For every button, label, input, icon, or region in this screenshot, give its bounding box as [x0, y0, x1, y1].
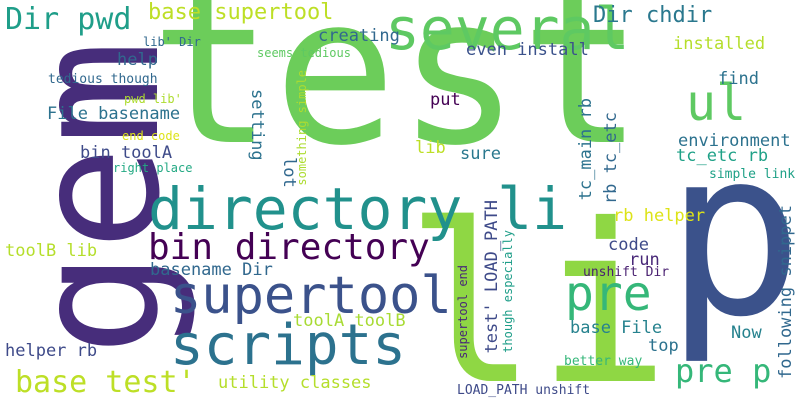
word-find: find: [718, 69, 759, 89]
word-scripts: scripts: [170, 313, 407, 378]
word-tedious-though: tedious though: [48, 72, 158, 87]
word-base-file: base File: [570, 318, 663, 338]
word-helper-rb: helper rb: [5, 341, 98, 361]
word-tc-etc-rb: tc_etc rb: [676, 146, 769, 166]
word-top: top: [648, 336, 679, 356]
word-better-way: better way: [564, 354, 643, 369]
word-though-especially: though especially: [501, 230, 515, 353]
word-li: li: [405, 177, 670, 400]
word-setting: setting: [247, 89, 267, 161]
word-rb-helper: rb helper: [613, 206, 706, 226]
word-right-place: right place: [113, 161, 193, 175]
word-base-supertool: base supertool: [148, 0, 334, 25]
word-following-snippet: following snippet: [776, 205, 796, 379]
word-bin-directory: bin directory: [148, 227, 430, 268]
word-bin-toola: bin toolA: [80, 143, 173, 163]
word-even-install: even install: [466, 40, 589, 60]
word-lot: lot: [279, 157, 299, 188]
word-file-basename: File basename: [47, 104, 181, 124]
word-p: p: [665, 101, 800, 368]
word-dir-chdir: Dir chdir: [593, 3, 713, 28]
word-pre-p: pre p: [675, 352, 772, 390]
word-base-test: base test': [15, 365, 196, 400]
word-code: code: [608, 235, 649, 255]
word-toolb-lib: toolB lib: [5, 241, 98, 261]
word-load-path-unshift: LOAD_PATH unshift: [457, 383, 591, 398]
word-ul: ul: [686, 74, 747, 132]
word-environment: environment: [678, 131, 791, 151]
word-pwd-lib: pwd lib': [124, 92, 182, 106]
word-test-load-path: test' LOAD_PATH: [482, 200, 502, 354]
word-lib: lib: [415, 138, 446, 158]
word-supertool-end: supertool end: [456, 265, 470, 359]
word-basename-dir: basename Dir: [150, 260, 273, 280]
word-simple-link: simple link: [709, 167, 796, 182]
word-seems-tedious: seems tedious: [257, 46, 351, 60]
word-run: run: [629, 250, 660, 270]
word-put: put: [430, 90, 461, 110]
word-installed: installed: [673, 34, 766, 54]
word-end-code: end code: [122, 129, 180, 143]
word-toola-toolb: toolA toolB: [293, 311, 406, 331]
word-directory-li: directory li: [148, 175, 568, 243]
word-tc-main-rb: tc_main rb: [576, 98, 596, 201]
word-utility-classes: utility classes: [218, 373, 372, 393]
word-rb-tc-etc: rb tc_etc: [601, 112, 621, 205]
word-now: Now: [731, 323, 762, 343]
word-something-simple: something simple: [295, 70, 309, 186]
word-sure: sure: [460, 144, 501, 164]
word-several: several: [385, 0, 630, 63]
word-test: test: [150, 0, 644, 191]
word-creating: creating: [318, 26, 400, 46]
word-unshift-dir: unshift Dir: [583, 265, 670, 280]
word-help: help: [117, 50, 158, 70]
word-pre: pre: [565, 266, 652, 322]
word-lib-dir: lib' Dir: [143, 35, 201, 49]
word-supertool: supertool: [170, 266, 452, 326]
word-dir-pwd: Dir pwd: [5, 2, 132, 37]
